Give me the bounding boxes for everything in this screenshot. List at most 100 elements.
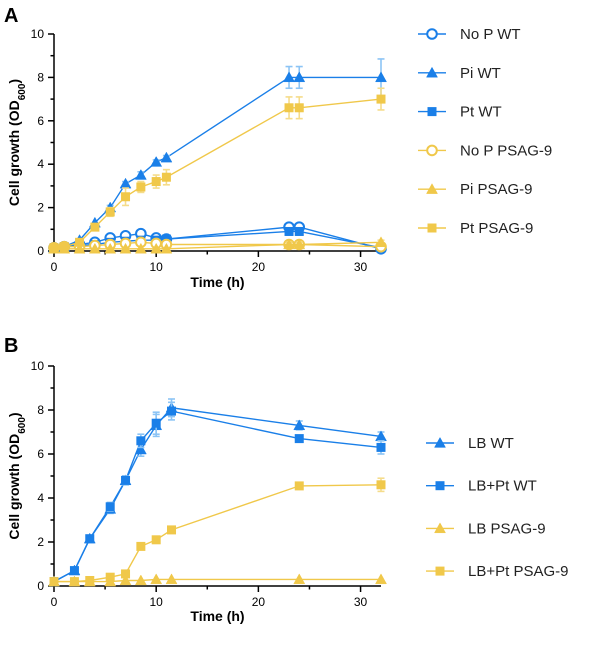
data-point — [167, 525, 177, 535]
panel-a-y-axis-title-sub: 600 — [17, 83, 28, 100]
panel-a-y-tick-label: 0 — [37, 244, 44, 258]
data-point — [294, 103, 304, 113]
panel-a-x-tick-label: 10 — [150, 260, 164, 274]
legend-b-item: LB+Pt WT — [426, 478, 537, 495]
legend-marker — [426, 183, 438, 194]
legend-marker — [427, 223, 437, 233]
data-point — [150, 242, 163, 254]
data-point — [134, 574, 147, 586]
legend-b-item: LB WT — [426, 435, 514, 452]
data-point — [376, 94, 386, 104]
legend-marker — [427, 107, 437, 117]
series-b-0 — [48, 398, 387, 587]
panel-b-x-tick-label: 0 — [51, 595, 58, 609]
data-point — [90, 222, 100, 232]
legend-label: LB+Pt PSAG-9 — [468, 563, 568, 580]
legend-b-item: LB PSAG-9 — [426, 520, 546, 537]
panel-b-y-tick-label: 2 — [37, 535, 44, 549]
series-a-5 — [49, 87, 386, 253]
data-point — [294, 434, 304, 444]
data-point — [121, 192, 131, 202]
data-point — [284, 103, 294, 113]
legend-a-item: Pt PSAG-9 — [418, 220, 533, 237]
data-point — [104, 242, 117, 254]
data-point — [73, 242, 86, 254]
series-b-1 — [49, 401, 386, 587]
panel-a-y-axis-title-close: ) — [6, 79, 22, 84]
data-point — [69, 577, 79, 587]
data-point — [150, 156, 163, 167]
legend-a-item: Pi PSAG-9 — [418, 181, 533, 198]
series-line — [53, 410, 382, 583]
legend-label: No P PSAG-9 — [460, 142, 552, 159]
data-point — [151, 418, 161, 428]
panel-a-y-tick-label: 8 — [37, 70, 44, 84]
data-point — [105, 207, 115, 217]
series-line — [53, 98, 382, 249]
panel-a-x-tick-label: 0 — [51, 260, 58, 274]
legend-label: LB PSAG-9 — [468, 520, 546, 537]
panel-a-y-tick-label: 10 — [31, 27, 45, 41]
panel-a-x-axis-title: Time (h) — [190, 274, 244, 290]
panel-b-letter: B — [4, 335, 18, 357]
data-point — [283, 71, 295, 83]
data-point — [136, 182, 146, 192]
data-point — [49, 243, 59, 253]
legend-label: No P WT — [460, 26, 521, 43]
data-point — [121, 569, 131, 579]
series-b-2 — [48, 573, 387, 587]
data-point — [59, 242, 69, 252]
panel-b: B 0 2 4 6 8 10 0 10 20 30 Time (h) Cell growth (OD60… — [4, 335, 568, 624]
data-point — [293, 573, 306, 585]
panel-a-y-axis-title: Cell growth (OD600) — [6, 79, 28, 206]
series-line — [54, 484, 382, 583]
legend-label: Pt PSAG-9 — [460, 220, 533, 237]
legend-marker — [426, 28, 438, 40]
data-point — [376, 442, 386, 452]
legend-label: LB WT — [468, 435, 514, 452]
legend-a-item: Pt WT — [418, 104, 502, 121]
data-point — [151, 177, 161, 187]
panel-a-y-tick-label: 4 — [37, 157, 44, 171]
data-point — [375, 573, 387, 585]
data-point — [165, 573, 178, 585]
data-point — [160, 151, 173, 163]
legend-marker — [435, 566, 445, 576]
data-point — [376, 480, 386, 490]
panel-b-x-tick-label: 30 — [354, 595, 368, 609]
series-line — [54, 578, 381, 583]
data-point — [69, 566, 79, 576]
data-point — [136, 541, 146, 551]
data-point — [167, 406, 177, 416]
panel-b-y-axis-title-sub: 600 — [17, 417, 28, 434]
panel-b-y-tick-label: 10 — [31, 359, 45, 373]
legend-marker — [435, 481, 445, 491]
data-point — [150, 573, 163, 585]
data-point — [88, 242, 101, 254]
legend-label: Pi WT — [460, 65, 501, 82]
panel-b-y-tick-label: 8 — [37, 403, 44, 417]
panel-a-letter: A — [4, 5, 18, 27]
data-point — [75, 237, 85, 247]
data-point — [134, 169, 147, 180]
panel-b-y-axis-title: Cell growth (OD600) — [6, 412, 28, 539]
panel-a: A 0 2 4 6 8 10 0 10 20 30 Time (h) Cell growth (OD60… — [4, 5, 552, 290]
data-point — [293, 71, 306, 83]
panel-a-y-tick-label: 2 — [37, 201, 44, 215]
legend-a-item: No P PSAG-9 — [418, 142, 552, 159]
panel-a-y-tick-label: 6 — [37, 114, 44, 128]
series-line — [53, 76, 381, 249]
series-b-3 — [49, 477, 386, 587]
panel-b-y-tick-label: 0 — [37, 579, 44, 593]
legend-label: Pt WT — [460, 104, 502, 121]
legend-b-item: LB+Pt PSAG-9 — [426, 563, 568, 580]
panel-b-y-axis-title-close: ) — [6, 412, 22, 417]
data-point — [85, 534, 95, 544]
legend-marker — [426, 144, 438, 157]
panel-b-x-tick-label: 20 — [252, 595, 266, 609]
data-point — [119, 574, 132, 586]
panel-b-x-tick-label: 10 — [150, 595, 164, 609]
data-point — [151, 535, 161, 545]
data-point — [160, 242, 173, 254]
